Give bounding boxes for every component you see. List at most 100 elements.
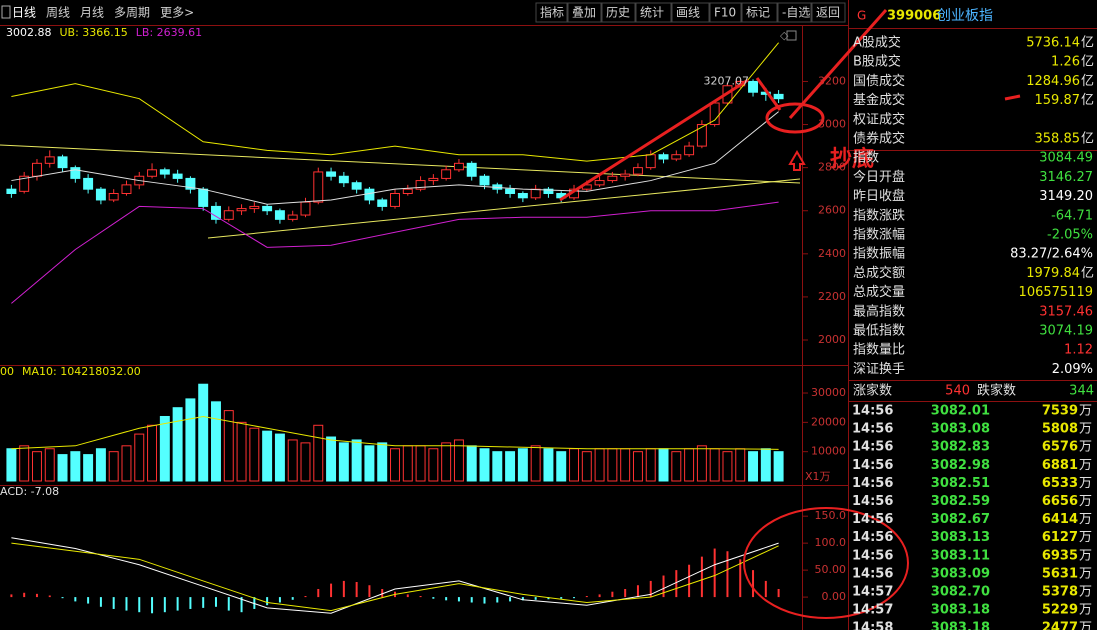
volume-bar — [198, 383, 209, 482]
candle-body — [300, 201, 311, 216]
stat-label: 基金成交 — [853, 92, 905, 108]
code: 399006 — [887, 9, 941, 24]
volume-bar — [172, 407, 183, 482]
volume-bar — [632, 451, 643, 482]
volume-bar — [287, 439, 298, 482]
tick-unit: 万 — [1079, 422, 1092, 437]
candle-body — [453, 162, 464, 171]
tick-volume: 7539 — [1042, 404, 1078, 419]
volume-bar — [620, 448, 631, 482]
candle-body — [236, 208, 247, 212]
tab[interactable]: 更多> — [160, 6, 194, 20]
candle-body — [249, 205, 260, 210]
candle-body — [479, 175, 490, 186]
volume-bar — [505, 451, 516, 482]
tick-time: 14:56 — [852, 404, 893, 419]
tick-unit: 万 — [1079, 494, 1092, 509]
button[interactable]: 标记 — [746, 6, 770, 20]
volume-bar — [351, 439, 362, 482]
stat-label: 深证换手 — [853, 362, 905, 377]
tick-price: 3082.01 — [931, 404, 990, 419]
tick-volume: 5631 — [1042, 566, 1078, 581]
stat-label: 昨日收盘 — [853, 188, 905, 204]
candle-body — [415, 180, 426, 190]
candle-body — [748, 80, 759, 93]
volume-bar — [658, 448, 669, 482]
volume-bar — [441, 442, 452, 482]
volume-bar — [262, 430, 273, 482]
stat-label: 总成交量 — [853, 284, 905, 300]
button-frame — [635, 2, 672, 23]
volume-bar — [479, 448, 490, 482]
candle-body — [530, 188, 541, 199]
candle-body — [147, 169, 158, 177]
button-frame — [671, 2, 710, 23]
button[interactable]: 历史 — [606, 6, 630, 20]
tick-price: 3083.08 — [931, 422, 990, 437]
tab[interactable]: 多周期 — [114, 6, 150, 20]
candle-body — [351, 182, 362, 190]
candle-body — [108, 192, 119, 201]
candle-body — [377, 199, 388, 207]
button[interactable]: 统计 — [640, 6, 664, 20]
button[interactable]: -自选 — [782, 6, 810, 20]
volume-bar — [300, 442, 311, 482]
candle-body — [185, 177, 196, 190]
candle-body — [594, 180, 605, 186]
volume-bar — [6, 448, 17, 482]
y-tick-label: 50.00 — [815, 563, 847, 576]
button-frame — [601, 2, 636, 23]
candle-body — [70, 167, 81, 179]
volume-bar — [159, 415, 170, 482]
candle-body — [709, 102, 720, 126]
stat-label: 最高指数 — [853, 303, 905, 319]
tab[interactable]: 日线 — [12, 6, 36, 20]
tick-volume: 6935 — [1042, 548, 1078, 563]
candle-body — [671, 154, 682, 160]
button[interactable]: 叠加 — [572, 6, 596, 20]
tick-price: 3083.11 — [931, 548, 990, 563]
candle-body — [773, 93, 784, 100]
volume-bar — [185, 398, 196, 482]
tab[interactable]: 月线 — [80, 6, 104, 20]
y-tick-label: 2600 — [818, 204, 846, 217]
candle-body — [543, 188, 554, 194]
stat-label: 权证成交 — [853, 111, 905, 127]
candle-body — [441, 169, 452, 179]
tick-volume: 6414 — [1042, 512, 1078, 527]
tick-volume: 5378 — [1042, 585, 1078, 600]
stat-unit: 亿 — [1081, 132, 1094, 147]
dif-line — [11, 537, 779, 614]
tick-unit: 万 — [1079, 621, 1092, 630]
name: 创业板指 — [937, 8, 993, 24]
candle-body — [607, 175, 618, 182]
band-line — [11, 111, 779, 205]
y-tick-label: 2800 — [818, 161, 846, 174]
macd-header: ACD: -7.08 — [0, 485, 59, 498]
volume-bar — [326, 436, 337, 482]
y-tick-label: 30000 — [811, 386, 846, 399]
tick-time: 14:56 — [852, 512, 893, 527]
volume-bar — [147, 424, 158, 482]
band-line — [11, 201, 779, 304]
high-label: 3207.07 — [704, 74, 750, 87]
stat-unit: 亿 — [1081, 55, 1094, 70]
y-tick-label: 100.0 — [815, 536, 847, 549]
tick-price: 3082.70 — [931, 585, 990, 600]
button[interactable]: 返回 — [816, 6, 840, 20]
volume-bar — [108, 451, 119, 482]
tick-time: 14:56 — [852, 458, 893, 473]
button[interactable]: F10 — [714, 6, 736, 20]
tick-unit: 万 — [1079, 512, 1092, 527]
button[interactable]: 指标 — [540, 5, 564, 20]
button[interactable]: 画线 — [676, 6, 700, 20]
tab[interactable]: 周线 — [46, 6, 70, 20]
volume-header: MA10: 104218032.00 — [22, 365, 141, 378]
price-header: 3002.88 — [6, 26, 52, 39]
stat-label: 国债成交 — [853, 73, 905, 89]
tick-time: 14:56 — [852, 530, 893, 545]
candle-body — [211, 205, 221, 220]
button-frame — [741, 2, 778, 23]
tick-volume: 6127 — [1042, 530, 1078, 545]
